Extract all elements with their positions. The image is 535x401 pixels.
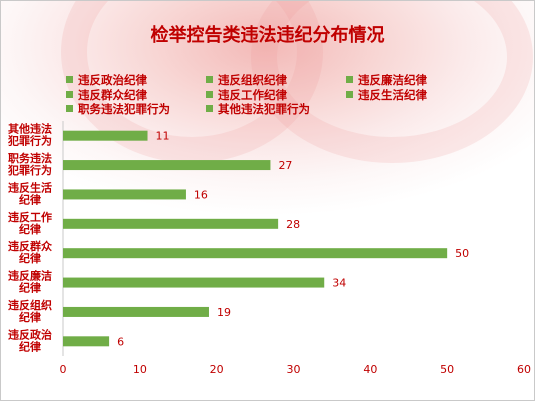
- legend-swatch: [66, 91, 73, 98]
- data-label: 11: [156, 130, 170, 143]
- data-label: 27: [278, 159, 292, 172]
- category-label: 违反工作: [8, 210, 52, 224]
- category-label: 违反生活: [8, 180, 52, 194]
- bar: [63, 336, 110, 347]
- legend-label: 违反工作纪律: [218, 88, 287, 102]
- bar: [63, 189, 186, 200]
- legend-label: 其他违法犯罪行为: [218, 102, 310, 116]
- category-label: 违反组织: [8, 298, 52, 312]
- bar: [63, 218, 279, 229]
- legend-swatch: [66, 76, 73, 83]
- data-label: 50: [455, 247, 469, 260]
- chart-title: 检举控告类违法违纪分布情况: [150, 25, 385, 46]
- bar: [63, 277, 325, 288]
- legend-item: 违反廉洁纪律: [346, 72, 427, 88]
- x-tick-label: 10: [133, 363, 147, 376]
- legend-swatch: [206, 105, 213, 112]
- legend-item: 违反生活纪律: [346, 87, 427, 103]
- legend-item: 其他违法犯罪行为: [206, 101, 310, 117]
- bar: [63, 160, 271, 171]
- category-label: 犯罪行为: [7, 163, 52, 177]
- category-label: 犯罪行为: [7, 134, 52, 148]
- category-label: 职务违法: [8, 151, 52, 165]
- legend-label: 违反群众纪律: [78, 88, 147, 102]
- legend-item: 违反政治纪律: [66, 72, 147, 88]
- category-label: 纪律: [19, 310, 41, 324]
- legend-swatch: [346, 76, 353, 83]
- data-label: 28: [286, 218, 300, 231]
- x-tick-label: 0: [60, 363, 67, 376]
- category-label: 其他违法: [8, 122, 52, 136]
- data-label: 34: [332, 277, 346, 290]
- legend-item: 违反群众纪律: [66, 87, 147, 103]
- category-label: 纪律: [19, 251, 41, 265]
- category-label: 违反群众: [8, 239, 53, 253]
- legend-item: 违反组织纪律: [206, 72, 287, 88]
- legend-swatch: [346, 91, 353, 98]
- category-label: 违反廉洁: [8, 269, 52, 283]
- legend-label: 职务违法犯罪行为: [78, 102, 170, 116]
- category-label: 纪律: [19, 339, 41, 353]
- category-label: 纪律: [19, 222, 41, 236]
- legend-swatch: [206, 76, 213, 83]
- legend-label: 违反生活纪律: [358, 88, 427, 102]
- legend-swatch: [66, 105, 73, 112]
- legend-label: 违反组织纪律: [218, 73, 287, 87]
- legend-label: 违反廉洁纪律: [358, 73, 427, 87]
- category-label: 纪律: [19, 281, 41, 295]
- legend-swatch: [206, 91, 213, 98]
- data-label: 19: [217, 306, 231, 319]
- legend-item: 违反工作纪律: [206, 87, 287, 103]
- x-tick-label: 40: [363, 363, 377, 376]
- bar: [63, 130, 148, 141]
- bar: [63, 248, 448, 259]
- data-label: 6: [117, 335, 124, 348]
- x-tick-label: 50: [440, 363, 454, 376]
- category-label: 纪律: [19, 192, 41, 206]
- bar: [63, 306, 209, 317]
- data-label: 16: [194, 188, 208, 201]
- x-tick-label: 60: [517, 363, 531, 376]
- x-tick-label: 30: [287, 363, 301, 376]
- category-label: 违反政治: [8, 327, 52, 341]
- x-tick-label: 20: [210, 363, 224, 376]
- legend-label: 违反政治纪律: [78, 73, 147, 87]
- legend-item: 职务违法犯罪行为: [66, 101, 170, 117]
